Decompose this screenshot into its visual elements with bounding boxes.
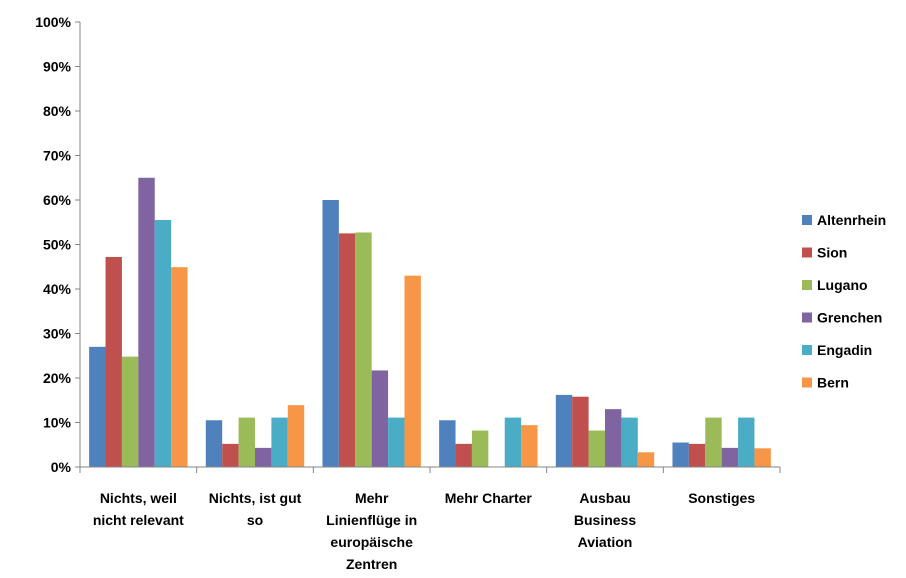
bar-altenrhein-1 [205,420,223,467]
bar-altenrhein-4 [555,394,573,467]
bar-lugano-0 [121,356,139,467]
bars [89,177,771,468]
legend-label-altenrhein: Altenrhein [817,212,886,228]
y-tick-label: 100% [35,14,71,30]
y-tick-label: 20% [43,370,72,386]
bar-grenchen-5 [721,447,739,467]
bar-bern-3 [521,425,538,467]
bar-bern-2 [404,275,421,467]
bar-bern-1 [287,405,305,467]
legend-swatch-sion [802,247,812,258]
bar-altenrhein-2 [322,200,339,467]
bar-sion-2 [338,233,356,468]
bar-grenchen-4 [605,409,622,467]
x-category-label: Ausbau Business Aviation [574,490,636,550]
y-tick-label: 30% [43,326,72,342]
y-tick-label: 0% [51,459,72,475]
bar-engadin-1 [271,417,288,467]
bar-lugano-4 [588,430,605,467]
bar-altenrhein-3 [439,420,456,467]
bar-sion-1 [222,443,239,467]
legend: Altenrhein Sion Lugano Grenchen Engadin Bern [802,212,886,391]
x-category-label: Mehr Charter [445,490,533,506]
bar-grenchen-1 [255,447,272,467]
y-tick-label: 90% [43,59,72,75]
bar-altenrhein-5 [672,442,689,467]
bar-grenchen-0 [138,177,155,467]
bar-lugano-2 [355,232,372,467]
x-category-label: Mehr Linienflüge in europäische Zentren [326,490,417,572]
bar-sion-3 [455,443,472,467]
bar-engadin-2 [388,417,405,467]
bar-sion-5 [688,443,706,467]
legend-label-lugano: Lugano [817,277,868,293]
y-tick-label: 40% [43,281,72,297]
bar-bern-4 [637,452,655,467]
bar-bern-0 [171,267,188,467]
y-tick-label: 10% [43,415,72,431]
y-tick-label: 70% [43,148,72,164]
legend-label-sion: Sion [817,245,847,261]
y-tick-label: 80% [43,103,72,119]
bar-grenchen-2 [371,370,389,467]
x-category-label: Nichts, weil nicht relevant [93,490,184,528]
legend-swatch-lugano [802,280,812,290]
y-axis: 0% 10% 20% 30% 40% 50% 60% 70% 80% 90% 100% [35,14,81,475]
x-category-label: Sonstiges [688,490,755,506]
bar-altenrhein-0 [89,346,106,467]
bar-lugano-5 [705,417,722,467]
legend-label-engadin: Engadin [817,342,872,358]
bar-lugano-1 [238,417,255,467]
y-tick-label: 50% [43,237,72,253]
y-tick-label: 60% [43,192,72,208]
legend-label-grenchen: Grenchen [817,310,882,326]
x-axis: Nichts, weil nicht relevant Nichts, ist gu… [79,466,781,572]
legend-label-bern: Bern [817,375,849,391]
legend-swatch-bern [802,377,812,388]
bar-sion-0 [105,256,122,467]
x-category-label: Nichts, ist gut so [209,490,302,528]
bar-sion-4 [572,396,589,467]
legend-swatch-grenchen [802,312,812,323]
bar-engadin-3 [504,417,522,467]
legend-swatch-engadin [802,345,812,355]
bar-engadin-5 [738,417,755,467]
bar-bern-5 [754,448,771,467]
bar-engadin-0 [154,220,172,467]
bar-lugano-3 [471,430,489,467]
legend-swatch-altenrhein [802,215,812,225]
bar-engadin-4 [621,417,638,467]
